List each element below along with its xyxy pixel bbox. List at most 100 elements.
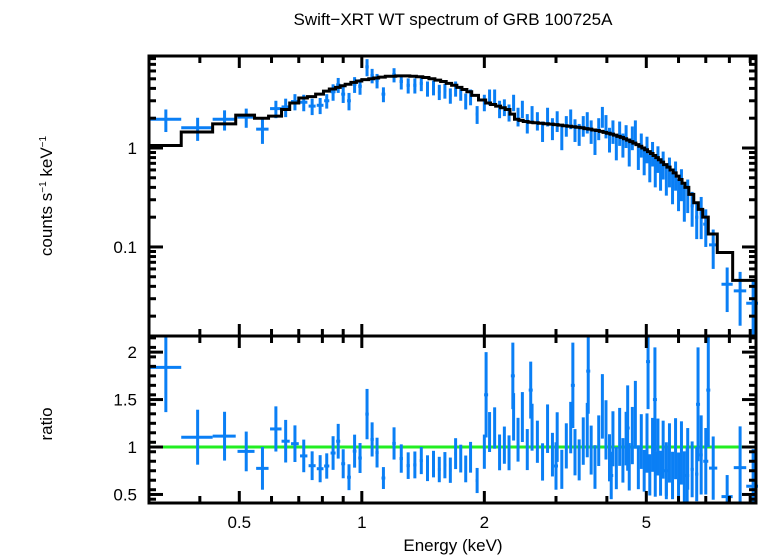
- spectrum-data-point: [256, 118, 269, 144]
- ratio-data-point: [611, 411, 615, 467]
- spectrum-data-point: [324, 94, 330, 109]
- ratio-data-point: [454, 438, 458, 470]
- spectrum-data-point: [493, 89, 497, 106]
- spectrum-data-point: [607, 127, 611, 153]
- spectrum-data-point: [677, 178, 681, 212]
- spectrum-data-point: [443, 83, 447, 99]
- spectrum-data-point: [419, 76, 423, 92]
- ratio-data-point: [431, 450, 435, 478]
- spectrum-data-point: [448, 88, 452, 104]
- ratio-data-point: [475, 467, 479, 494]
- ratio-data-point: [546, 404, 550, 453]
- ylabel-mid: keV: [37, 147, 56, 182]
- spectrum-data-point: [406, 78, 410, 94]
- ratio-data-point: [502, 426, 506, 464]
- ratio-data-point: [593, 445, 597, 489]
- spectrum-data-point: [690, 191, 694, 227]
- ratio-data-point: [347, 464, 351, 491]
- ratio-data-point: [639, 414, 643, 469]
- ratio-data-point: [696, 347, 701, 462]
- ratio-data-point: [661, 420, 665, 479]
- spectrum-ticks: [147, 56, 756, 336]
- ratio-data-point: [181, 409, 213, 465]
- ratio-data-point: [577, 439, 581, 481]
- ratio-data-point: [493, 407, 497, 449]
- ratio-panel: [147, 334, 758, 505]
- spectrum-data-point: [520, 100, 524, 119]
- ratio-data-point: [381, 467, 386, 489]
- ratio-data-point: [636, 445, 640, 490]
- spectrum-data-point: [573, 119, 577, 142]
- ratio-data-point: [564, 423, 568, 469]
- spectrum-data-point: [308, 98, 316, 116]
- y-tick-label: 1: [128, 438, 137, 457]
- ratio-data-point: [600, 374, 604, 439]
- spectrum-y-axis-label: counts s−1 keV−1: [37, 135, 56, 256]
- ratio-y-tick-labels: 0.5 1 1.5 2: [113, 343, 137, 504]
- spectrum-data-point: [721, 267, 733, 313]
- ratio-data-point: [646, 336, 651, 410]
- ratio-data-point: [733, 426, 747, 503]
- ratio-data-point: [358, 443, 362, 473]
- spectrum-data-point: [316, 97, 324, 115]
- ratio-data-point: [682, 451, 686, 503]
- ratio-data-point: [324, 453, 330, 479]
- spectrum-data-point: [560, 126, 564, 151]
- spectrum-data-point: [149, 109, 182, 133]
- ratio-data-point: [336, 423, 341, 459]
- ratio-data-point: [667, 423, 671, 483]
- ratio-data-point: [399, 444, 403, 473]
- ratio-data-point: [237, 431, 255, 472]
- ratio-data-point: [498, 434, 502, 471]
- ratio-data-point: [685, 447, 690, 503]
- ratio-data-point: [709, 436, 718, 500]
- ratio-data-point: [706, 336, 711, 448]
- ratio-data-point: [550, 432, 554, 477]
- ratio-data-point: [659, 450, 663, 496]
- spectrum-data-point: [352, 77, 357, 93]
- ratio-data-point: [699, 415, 703, 495]
- ratio-data-point: [510, 342, 515, 410]
- spectrum-frame: [147, 54, 758, 338]
- ratio-data-point: [488, 412, 492, 453]
- spectrum-data-point: [381, 87, 386, 103]
- ratio-data-point: [648, 454, 652, 496]
- ratio-data-point: [484, 352, 489, 438]
- ratio-data-point: [721, 475, 733, 503]
- ratio-data-point: [341, 449, 346, 479]
- ratio-data-point: [516, 417, 520, 462]
- ratio-data-point: [520, 392, 524, 443]
- spectrum-data-point: [181, 117, 213, 141]
- ratio-data-point: [528, 361, 533, 419]
- ratio-data-point: [653, 451, 657, 497]
- chart-title: Swift−XRT WT spectrum of GRB 100725A: [294, 10, 614, 29]
- spectrum-data-point: [512, 94, 516, 112]
- ratio-data-point: [375, 437, 379, 468]
- y-tick-label: 2: [128, 343, 137, 362]
- spectrum-data-point: [604, 115, 608, 139]
- ratio-data-point: [370, 422, 374, 457]
- spectrum-data-point: [550, 118, 554, 141]
- ratio-data-point: [406, 452, 410, 479]
- spectrum-data-point: [600, 106, 604, 128]
- spectrum-data-point: [624, 125, 628, 148]
- ratio-data-point: [664, 442, 669, 500]
- ratio-y-axis-label: ratio: [37, 407, 56, 440]
- ratio-data-point: [597, 415, 601, 466]
- ratio-data-point: [212, 411, 236, 461]
- ratio-data-point: [570, 342, 575, 429]
- spectrum-y-tick-labels: 0.11: [113, 139, 137, 257]
- ratio-data-point: [618, 407, 622, 466]
- ratio-data-series: [149, 336, 758, 503]
- spectrum-data-point: [431, 80, 435, 96]
- ratio-data-point: [679, 421, 683, 485]
- spectrum-data-point: [555, 111, 559, 133]
- ratio-data-point: [437, 456, 441, 483]
- ylabel-main: counts s: [37, 193, 56, 256]
- ratio-data-point: [281, 419, 290, 463]
- spectrum-data-point: [341, 86, 346, 103]
- ratio-data-point: [443, 452, 447, 479]
- ratio-data-point: [525, 429, 529, 471]
- spectrum-data-point: [375, 73, 379, 89]
- spectrum-data-point: [664, 165, 668, 196]
